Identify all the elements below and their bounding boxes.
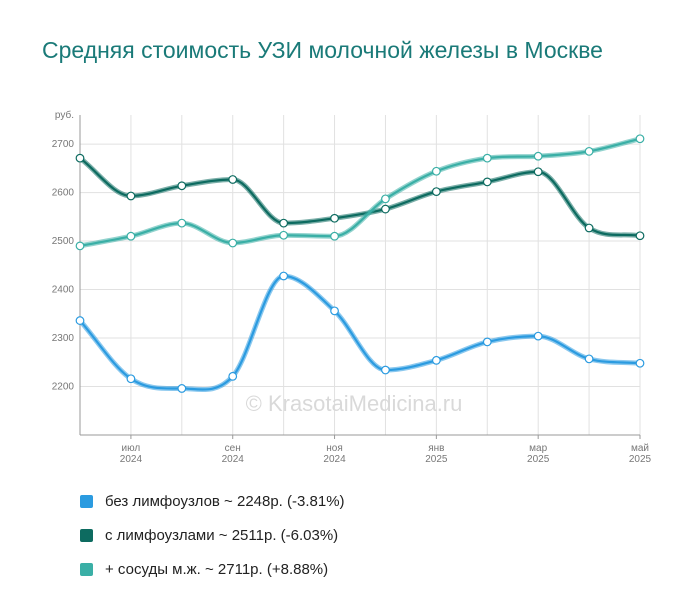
x-tick-label-year: 2025 [629,454,652,465]
series-2 [77,155,643,239]
data-point [482,153,492,163]
legend: без лимфоузлов ~ 2248р. (-3.81%) с лимфоу… [80,484,345,586]
x-tick-label-month: янв [428,443,444,454]
series-1 [77,273,643,393]
data-point [126,231,136,241]
x-tick-label-month: ноя [326,443,343,454]
data-point [482,177,492,187]
data-point [330,213,339,223]
data-point [635,231,645,241]
data-point [75,241,85,251]
x-tick-label-month: май [631,443,649,454]
legend-item: без лимфоузлов ~ 2248р. (-3.81%) [80,484,345,518]
data-point [381,204,390,214]
chart-title: Средняя стоимость УЗИ молочной железы в … [42,37,603,63]
legend-label: без лимфоузлов ~ 2248р. (-3.81%) [105,492,345,510]
points-layer [75,134,645,393]
data-point [533,167,543,177]
y-tick-label: 2700 [52,139,75,150]
data-point [431,166,441,176]
data-point [533,331,543,341]
x-tick-label-month: сен [225,443,241,454]
y-tick-label: 2500 [52,236,75,247]
legend-item: + сосуды м.ж. ~ 2711р. (+8.88%) [80,552,345,586]
series-line [78,157,642,237]
data-point [228,238,238,248]
data-point [381,365,390,375]
x-tick-label-month: мар [529,443,547,454]
y-tick-label: 2600 [52,188,75,199]
data-point [75,316,85,325]
series-line-halo [77,273,643,393]
data-point [75,153,85,163]
legend-item: с лимфоузлами ~ 2511р. (-6.03%) [80,518,345,552]
data-point [279,271,289,281]
x-tick-label-year: 2025 [527,454,550,465]
y-tick-label: 2200 [52,382,75,393]
data-point [279,230,289,240]
legend-swatch [80,528,93,542]
data-point [330,231,339,241]
data-point [584,146,594,156]
x-tick-label-year: 2025 [425,454,448,465]
data-point [228,175,238,184]
data-point [533,151,543,161]
legend-label: + сосуды м.ж. ~ 2711р. (+8.88%) [105,560,329,578]
data-point [635,134,645,144]
data-point [431,355,441,365]
x-tick-label-year: 2024 [323,454,346,465]
legend-swatch [80,494,93,508]
data-point [482,337,492,347]
data-point [126,191,136,201]
axes: 220023002400250026002700руб.июл2024сен20… [52,109,652,465]
x-tick-label-year: 2024 [120,454,143,465]
data-point [177,181,187,191]
data-point [431,187,441,197]
series-line [78,274,642,391]
legend-swatch [80,562,93,576]
data-point [584,223,594,233]
data-point [279,218,289,228]
data-point [381,194,390,204]
x-tick-label-year: 2024 [222,454,245,465]
watermark-text: © KrasotaiMedicina.ru [246,391,463,416]
watermark: © KrasotaiMedicina.ru [246,391,463,416]
data-point [126,374,136,384]
series-layer [77,136,643,393]
data-point [177,218,187,228]
y-unit-label: руб. [55,109,74,121]
y-tick-label: 2300 [52,333,75,344]
data-point [635,358,645,368]
data-point [584,354,594,364]
data-point [330,306,339,316]
y-tick-label: 2400 [52,285,75,296]
data-point [228,371,238,381]
data-point [177,384,187,393]
legend-label: с лимфоузлами ~ 2511р. (-6.03%) [105,526,339,544]
x-tick-label-month: июл [122,443,141,454]
